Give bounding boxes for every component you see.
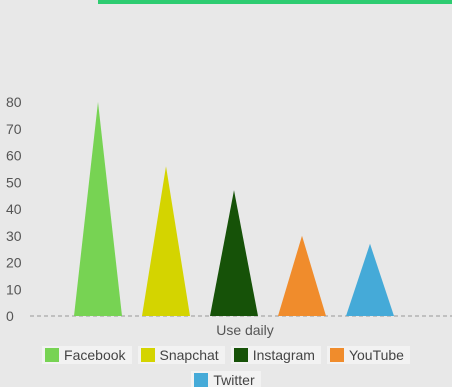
bar-instagram[interactable] — [210, 190, 258, 316]
legend-label: Instagram — [252, 347, 315, 363]
legend-label: Twitter — [213, 372, 255, 387]
legend-item-twitter[interactable]: Twitter — [191, 371, 261, 387]
y-tick-label: 70 — [6, 121, 22, 137]
y-tick-label: 10 — [6, 281, 22, 297]
legend-label: Facebook — [64, 347, 126, 363]
legend-item-instagram[interactable]: Instagram — [230, 346, 321, 364]
legend-swatch — [233, 348, 248, 362]
legend-label: YouTube — [348, 347, 404, 363]
legend-swatch — [329, 348, 344, 362]
legend: Facebook Snapchat Instagram YouTube — [0, 346, 452, 364]
legend-swatch — [140, 348, 155, 362]
bar-youtube[interactable] — [278, 235, 326, 316]
y-tick-label: 0 — [6, 308, 14, 324]
legend-item-facebook[interactable]: Facebook — [42, 346, 132, 364]
y-tick-label: 20 — [6, 255, 22, 271]
y-tick-label: 60 — [6, 148, 22, 164]
legend-item-youtube[interactable]: YouTube — [326, 346, 410, 364]
y-tick-label: 40 — [6, 201, 22, 217]
y-tick-label: 80 — [6, 94, 22, 110]
legend-swatch — [194, 373, 209, 387]
y-tick-label: 30 — [6, 228, 22, 244]
accent-bar — [98, 0, 452, 4]
bar-facebook[interactable] — [74, 102, 122, 316]
x-axis-label: Use daily — [216, 322, 274, 338]
legend-swatch — [45, 348, 60, 362]
y-tick-label: 50 — [6, 174, 22, 190]
legend-label: Snapchat — [159, 347, 219, 363]
legend-row-2: Twitter — [0, 371, 452, 387]
legend-item-snapchat[interactable]: Snapchat — [137, 346, 225, 364]
bar-twitter[interactable] — [346, 243, 394, 316]
bar-snapchat[interactable] — [142, 166, 190, 316]
